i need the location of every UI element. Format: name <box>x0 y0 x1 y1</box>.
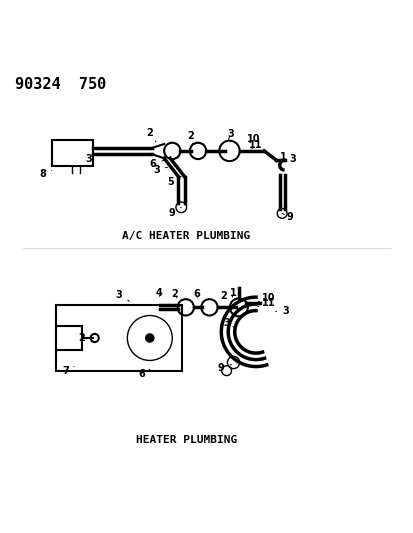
Text: 2: 2 <box>219 291 226 301</box>
Text: 9: 9 <box>282 213 293 222</box>
Text: 11: 11 <box>257 298 274 308</box>
Text: 3: 3 <box>116 290 129 301</box>
Text: 2: 2 <box>146 128 156 142</box>
Text: 9: 9 <box>217 363 231 373</box>
Text: A/C HEATER PLUMBING: A/C HEATER PLUMBING <box>122 231 250 241</box>
Text: 6: 6 <box>150 159 164 169</box>
Text: 1: 1 <box>274 152 287 162</box>
Text: 6: 6 <box>138 369 150 379</box>
Text: 9: 9 <box>169 207 181 219</box>
Text: 3: 3 <box>153 165 167 175</box>
Text: 3: 3 <box>285 155 295 165</box>
Text: 3: 3 <box>227 129 233 139</box>
FancyBboxPatch shape <box>52 140 93 166</box>
Text: 2: 2 <box>187 131 194 144</box>
FancyBboxPatch shape <box>56 305 182 370</box>
Circle shape <box>145 334 154 342</box>
Text: 4: 4 <box>155 288 162 297</box>
Text: 7: 7 <box>62 366 74 376</box>
Text: 3: 3 <box>275 305 288 316</box>
Text: 90324  750: 90324 750 <box>15 77 106 92</box>
Text: 6: 6 <box>193 289 200 299</box>
Text: 2: 2 <box>78 333 92 343</box>
Text: 10: 10 <box>258 293 275 303</box>
Text: HEATER PLUMBING: HEATER PLUMBING <box>135 435 237 445</box>
Text: 2: 2 <box>171 289 177 299</box>
Text: 11: 11 <box>248 140 261 150</box>
Text: 5: 5 <box>166 176 181 187</box>
Text: 8: 8 <box>39 169 52 179</box>
Text: 3: 3 <box>85 155 98 165</box>
Text: 10: 10 <box>247 134 260 144</box>
Text: 3: 3 <box>223 318 234 328</box>
Text: 1: 1 <box>229 288 236 298</box>
FancyBboxPatch shape <box>56 326 82 350</box>
